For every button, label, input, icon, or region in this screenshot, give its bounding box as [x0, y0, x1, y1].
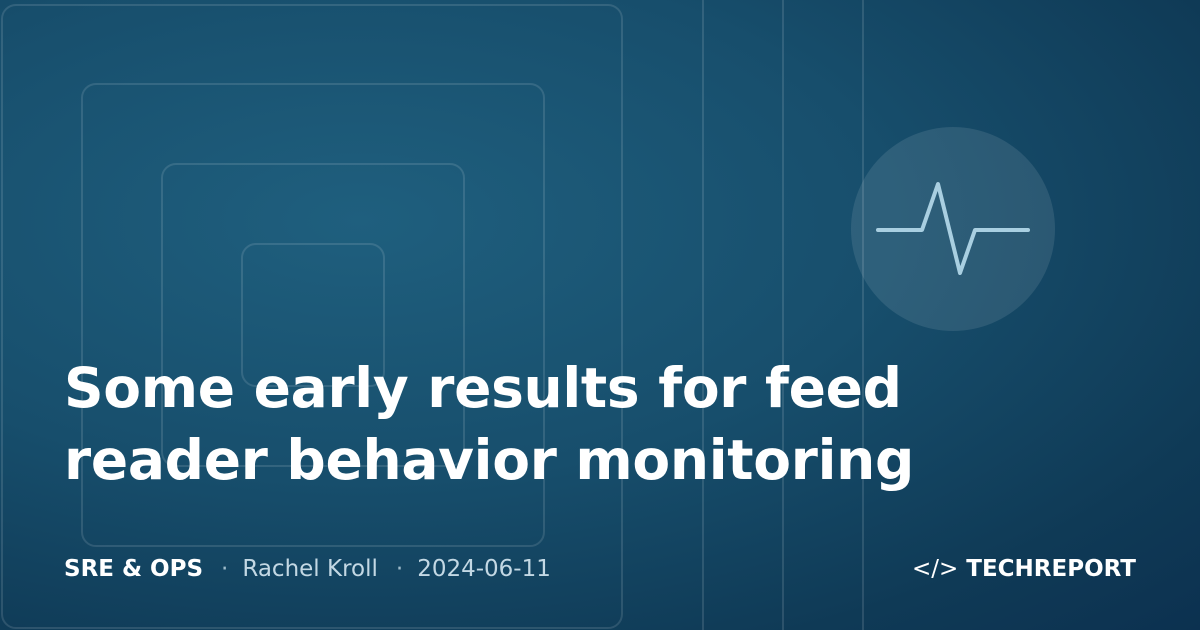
title: Some early results for feed reader behav… — [64, 356, 915, 492]
brand-icon: </> — [911, 556, 959, 582]
separator: · — [395, 556, 404, 582]
meta: SRE & OPS · Rachel Kroll · 2024-06-11 — [64, 556, 551, 582]
category: SRE & OPS — [64, 556, 204, 582]
brand: </> TECHREPORT — [912, 556, 1136, 582]
separator: · — [221, 556, 229, 582]
date: 2024-06-11 — [417, 556, 551, 582]
brand-name: TECHREPORT — [966, 556, 1136, 582]
author: Rachel Kroll — [242, 556, 378, 582]
